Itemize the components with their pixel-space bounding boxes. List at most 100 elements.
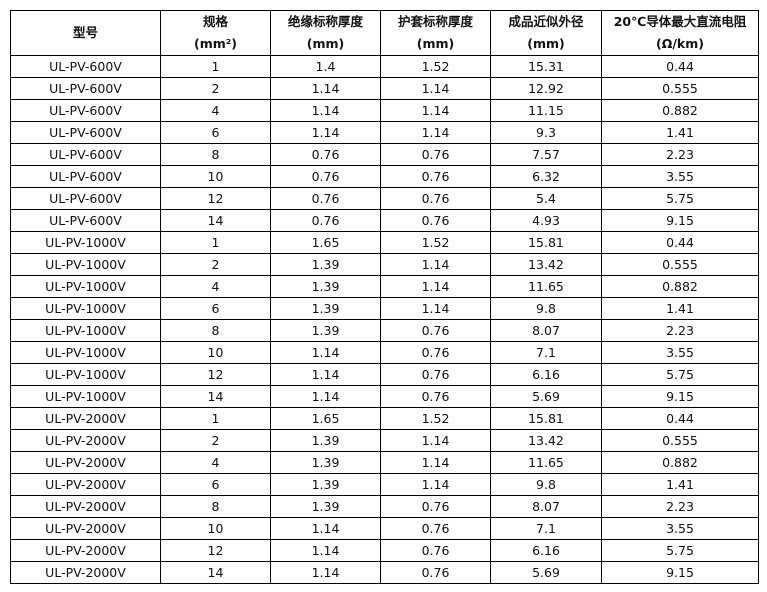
cell-dc-resistance: 2.23 [601,319,759,342]
table-row: UL-PV-2000V 1 1.65 1.52 15.81 0.44 [10,407,759,430]
cell-insulation-thickness: 1.14 [270,99,381,122]
cell-outer-diameter: 9.8 [490,297,602,320]
cell-sheath-thickness: 0.76 [380,385,491,408]
table-row: UL-PV-1000V 10 1.14 0.76 7.1 3.55 [10,341,759,364]
cell-size: 12 [160,539,271,562]
cell-size: 6 [160,297,271,320]
cell-outer-diameter: 15.81 [490,231,602,254]
cell-model: UL-PV-600V [10,165,161,188]
cell-model: UL-PV-600V [10,55,161,78]
header-insulation-thickness: 绝缘标称厚度 (mm) [270,10,381,56]
cell-insulation-thickness: 1.14 [270,561,381,584]
cell-sheath-thickness: 0.76 [380,561,491,584]
cell-dc-resistance: 1.41 [601,297,759,320]
cell-model: UL-PV-1000V [10,253,161,276]
cell-model: UL-PV-1000V [10,231,161,254]
cell-model: UL-PV-600V [10,187,161,210]
table-row: UL-PV-600V 14 0.76 0.76 4.93 9.15 [10,209,759,232]
table-row: UL-PV-1000V 12 1.14 0.76 6.16 5.75 [10,363,759,386]
cell-outer-diameter: 8.07 [490,319,602,342]
table-row: UL-PV-600V 10 0.76 0.76 6.32 3.55 [10,165,759,188]
header-row: 型号 规格 (mm²) 绝缘标称厚度 (mm) 护套标称厚度 (mm) 成品近似外径 (mm) 2… [10,10,759,56]
header-line2: (mm) [306,36,345,51]
cell-insulation-thickness: 1.65 [270,407,381,430]
cell-dc-resistance: 5.75 [601,539,759,562]
cell-dc-resistance: 3.55 [601,517,759,540]
cell-sheath-thickness: 1.14 [380,99,491,122]
cell-size: 8 [160,143,271,166]
table-row: UL-PV-1000V 6 1.39 1.14 9.8 1.41 [10,297,759,320]
cell-outer-diameter: 4.93 [490,209,602,232]
cell-size: 10 [160,165,271,188]
cell-outer-diameter: 7.57 [490,143,602,166]
cable-spec-table: 型号 规格 (mm²) 绝缘标称厚度 (mm) 护套标称厚度 (mm) 成品近似外径 (mm) 2… [10,10,759,584]
cell-outer-diameter: 6.16 [490,363,602,386]
header-dc-resistance: 20℃导体最大直流电阻 (Ω/km) [601,10,759,56]
cell-size: 14 [160,561,271,584]
table-row: UL-PV-1000V 1 1.65 1.52 15.81 0.44 [10,231,759,254]
cell-dc-resistance: 0.555 [601,77,759,100]
cell-insulation-thickness: 1.39 [270,319,381,342]
cell-model: UL-PV-2000V [10,495,161,518]
cell-sheath-thickness: 1.14 [380,297,491,320]
cell-dc-resistance: 0.882 [601,451,759,474]
cell-model: UL-PV-2000V [10,407,161,430]
cell-insulation-thickness: 1.4 [270,55,381,78]
cell-insulation-thickness: 0.76 [270,143,381,166]
cell-size: 1 [160,55,271,78]
cell-model: UL-PV-2000V [10,561,161,584]
cell-size: 4 [160,275,271,298]
cell-dc-resistance: 5.75 [601,363,759,386]
header-model: 型号 [10,10,161,56]
cell-outer-diameter: 9.8 [490,473,602,496]
table-row: UL-PV-600V 12 0.76 0.76 5.4 5.75 [10,187,759,210]
cell-sheath-thickness: 1.14 [380,275,491,298]
cell-model: UL-PV-600V [10,143,161,166]
table-row: UL-PV-2000V 12 1.14 0.76 6.16 5.75 [10,539,759,562]
table-row: UL-PV-2000V 8 1.39 0.76 8.07 2.23 [10,495,759,518]
cell-sheath-thickness: 1.14 [380,473,491,496]
cell-dc-resistance: 5.75 [601,187,759,210]
cell-outer-diameter: 7.1 [490,517,602,540]
cell-size: 8 [160,495,271,518]
cell-size: 1 [160,231,271,254]
cell-size: 8 [160,319,271,342]
cell-insulation-thickness: 1.39 [270,275,381,298]
cell-insulation-thickness: 0.76 [270,165,381,188]
cell-size: 2 [160,253,271,276]
cell-outer-diameter: 11.65 [490,451,602,474]
cell-size: 4 [160,99,271,122]
cell-outer-diameter: 6.16 [490,539,602,562]
cell-insulation-thickness: 0.76 [270,187,381,210]
table-row: UL-PV-2000V 4 1.39 1.14 11.65 0.882 [10,451,759,474]
cell-dc-resistance: 0.555 [601,429,759,452]
cell-size: 12 [160,187,271,210]
cell-outer-diameter: 15.31 [490,55,602,78]
cell-sheath-thickness: 0.76 [380,341,491,364]
table-row: UL-PV-1000V 2 1.39 1.14 13.42 0.555 [10,253,759,276]
cell-sheath-thickness: 1.14 [380,429,491,452]
cell-insulation-thickness: 1.14 [270,77,381,100]
cell-outer-diameter: 15.81 [490,407,602,430]
cell-size: 6 [160,473,271,496]
cell-sheath-thickness: 0.76 [380,539,491,562]
cell-dc-resistance: 1.41 [601,473,759,496]
header-line1: 型号 [72,25,98,40]
cell-model: UL-PV-600V [10,77,161,100]
header-line1: 规格 [202,14,228,29]
cell-model: UL-PV-2000V [10,539,161,562]
table-row: UL-PV-1000V 14 1.14 0.76 5.69 9.15 [10,385,759,408]
header-line1: 成品近似外径 [508,14,584,29]
cell-model: UL-PV-600V [10,99,161,122]
cell-insulation-thickness: 1.39 [270,297,381,320]
header-line1: 20℃导体最大直流电阻 [613,14,747,29]
cell-model: UL-PV-2000V [10,473,161,496]
cell-outer-diameter: 5.4 [490,187,602,210]
cell-sheath-thickness: 0.76 [380,143,491,166]
cell-insulation-thickness: 1.65 [270,231,381,254]
cell-sheath-thickness: 1.14 [380,77,491,100]
cell-model: UL-PV-2000V [10,429,161,452]
table-row: UL-PV-2000V 2 1.39 1.14 13.42 0.555 [10,429,759,452]
cell-size: 14 [160,385,271,408]
cell-insulation-thickness: 0.76 [270,209,381,232]
